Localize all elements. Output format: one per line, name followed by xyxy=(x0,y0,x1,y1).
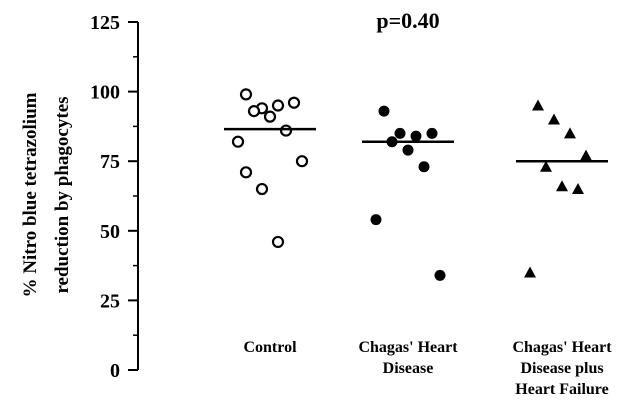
p-value-annotation: p=0.40 xyxy=(376,8,439,33)
data-point-filled-circle xyxy=(418,161,430,173)
x-axis-category-labels: Control Chagas' Heart Disease Chagas' Heart… xyxy=(243,339,612,398)
y-tick-label: 25 xyxy=(100,290,120,312)
y-tick-label: 75 xyxy=(100,151,120,173)
data-point-open-circle xyxy=(263,110,277,123)
y-tick-label: 125 xyxy=(90,12,120,34)
x-category-label: Chagas' Heart xyxy=(512,339,612,356)
data-point-filled-circle xyxy=(426,127,438,139)
y-tick-label: 50 xyxy=(100,221,120,243)
data-point-triangle xyxy=(524,266,536,278)
data-point-open-circle xyxy=(287,96,301,109)
data-point-triangle xyxy=(564,127,576,139)
data-point-filled-circle xyxy=(378,105,390,117)
x-category-label: Heart Failure xyxy=(515,381,608,398)
data-point-open-circle xyxy=(279,124,293,137)
data-point-open-circle xyxy=(239,88,253,101)
data-point-filled-circle xyxy=(370,214,382,226)
data-point-filled-circle xyxy=(394,127,406,139)
data-point-open-circle xyxy=(255,182,269,196)
x-category-label: Disease xyxy=(383,360,434,377)
y-axis-label: % Nitro blue tetrazolium reduction by ph… xyxy=(20,92,73,297)
data-point-open-circle xyxy=(271,99,285,112)
x-category-label: Control xyxy=(243,339,297,356)
y-axis-ticks: 0 25 50 75 100 125 xyxy=(90,12,138,382)
data-point-open-circle xyxy=(247,104,261,118)
data-points xyxy=(231,88,592,281)
data-point-filled-circle xyxy=(402,144,414,156)
data-point-triangle xyxy=(548,113,560,125)
data-point-triangle xyxy=(580,149,592,161)
x-category-label: Chagas' Heart xyxy=(358,339,458,356)
data-point-open-circle xyxy=(239,166,253,179)
data-point-open-circle xyxy=(231,135,245,148)
data-point-filled-circle xyxy=(410,130,422,142)
data-point-triangle xyxy=(556,180,568,192)
data-point-triangle xyxy=(540,160,552,172)
data-point-filled-circle xyxy=(434,269,446,281)
y-axis-label-line-2: reduction by phagocytes xyxy=(52,96,73,293)
data-point-triangle xyxy=(532,99,544,111)
x-category-label: Disease plus xyxy=(520,360,603,377)
y-axis-label-line-1: % Nitro blue tetrazolium xyxy=(20,92,41,297)
data-point-open-circle xyxy=(271,235,285,249)
data-point-open-circle xyxy=(295,155,309,168)
group-mean-lines xyxy=(224,127,608,163)
y-tick-label: 100 xyxy=(90,82,120,104)
data-point-triangle xyxy=(572,183,584,195)
y-tick-label: 0 xyxy=(110,360,120,382)
